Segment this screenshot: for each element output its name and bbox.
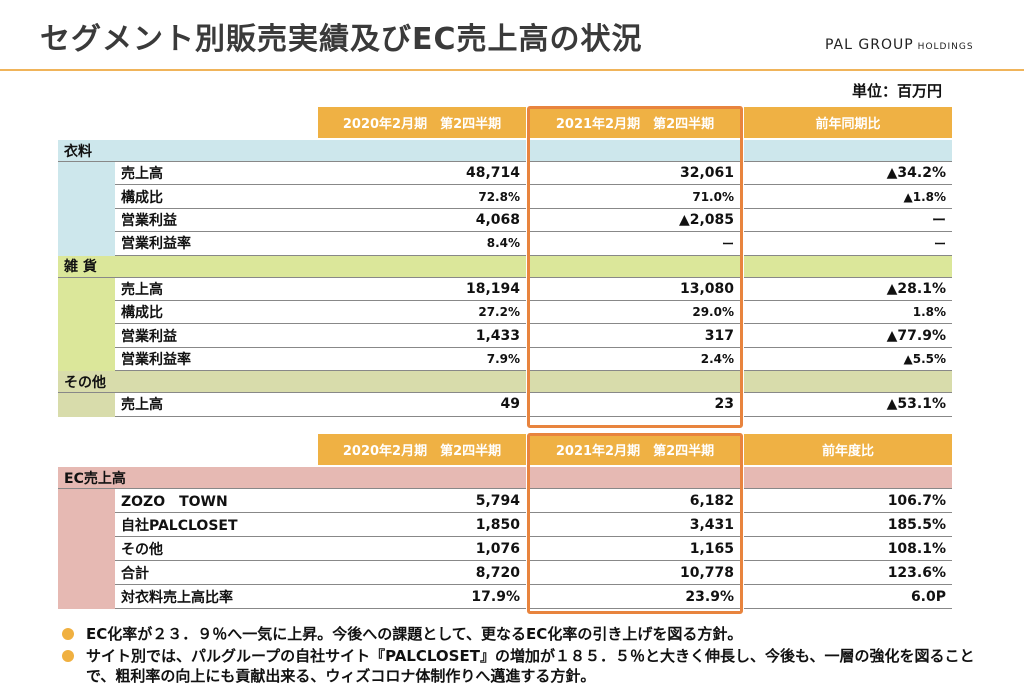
section-spacer [318,140,526,162]
value-yoy: 1.8% [744,301,952,325]
section-spacer [744,467,952,489]
section-spacer [530,255,740,278]
row-label: ZOZO TOWN [115,489,318,513]
bullet-dot-icon [62,650,74,662]
section-spacer [744,255,952,278]
page-title: セグメント別販売実績及びEC売上高の状況 [40,22,643,57]
column-header-2020: 2020年2月期 第2四半期 [318,107,526,138]
bullet-item: サイト別では、パルグループの自社サイト『PALCLOSET』の増加が１８５．５％… [62,646,1002,686]
value-2020: 1,076 [318,537,526,561]
column-header-2021: 2021年2月期 第2四半期 [530,434,740,465]
row-label: 合計 [115,561,318,585]
row-label: 売上高 [115,278,318,301]
header-divider [0,69,1024,71]
value-2020: 8,720 [318,561,526,585]
value-2021: 23 [530,393,740,417]
bullet-item: EC化率が２３．９％へ一気に上昇。今後への課題として、更なるEC化率の引き上げを… [62,624,1002,644]
highlight-2021-column [527,106,743,428]
value-2020: 72.8% [318,185,526,209]
section-label: 衣料 [58,140,318,162]
value-yoy: ▲28.1% [744,278,952,301]
value-2020: 1,433 [318,324,526,348]
section-spacer [530,467,740,489]
highlight-2021-ec-column [527,433,743,614]
value-2021: 1,165 [530,537,740,561]
value-2021: 23.9% [530,585,740,609]
section-label: EC売上高 [58,467,318,489]
bullet-list: EC化率が２３．９％へ一気に上昇。今後への課題として、更なるEC化率の引き上げを… [62,624,1002,686]
logo-sub: HOLDINGS [917,42,974,52]
section-spacer [318,255,526,278]
value-2020: 48,714 [318,162,526,186]
value-yoy: 123.6% [744,561,952,585]
column-header-2020: 2020年2月期 第2四半期 [318,434,526,465]
row-label: 売上高 [115,393,318,417]
value-2021: ▲2,085 [530,209,740,233]
row-label: 自社PALCLOSET [115,513,318,537]
value-2021: ー [530,232,740,256]
value-yoy: ▲34.2% [744,162,952,186]
value-2020: 8.4% [318,232,526,256]
value-2021: 13,080 [530,278,740,301]
value-yoy: 185.5% [744,513,952,537]
row-label: 営業利益率 [115,232,318,256]
value-2021: 32,061 [530,162,740,186]
row-label: 営業利益 [115,324,318,348]
row-label: 営業利益率 [115,348,318,372]
row-label: 構成比 [115,301,318,325]
row-label: 対衣料売上高比率 [115,585,318,609]
value-2020: 18,194 [318,278,526,301]
section-spacer [530,140,740,162]
value-2020: 5,794 [318,489,526,513]
value-yoy: ー [744,209,952,233]
value-2021: 29.0% [530,301,740,325]
value-2020: 49 [318,393,526,417]
value-2020: 17.9% [318,585,526,609]
value-yoy: ー [744,232,952,256]
column-header-yoy: 前年度比 [744,434,952,465]
value-yoy: ▲1.8% [744,185,952,209]
value-2021: 10,778 [530,561,740,585]
bullet-dot-icon [62,628,74,640]
value-2021: 3,431 [530,513,740,537]
bullet-text: EC化率が２３．９％へ一気に上昇。今後への課題として、更なるEC化率の引き上げを… [86,625,743,643]
column-header-2021: 2021年2月期 第2四半期 [530,107,740,138]
value-2021: 6,182 [530,489,740,513]
row-label: 構成比 [115,185,318,209]
value-2021: 71.0% [530,185,740,209]
value-yoy: ▲53.1% [744,393,952,417]
value-2020: 1,850 [318,513,526,537]
row-label: 売上高 [115,162,318,186]
value-2021: 317 [530,324,740,348]
company-logo: PAL GROUP HOLDINGS [825,34,974,53]
bullet-text: サイト別では、パルグループの自社サイト『PALCLOSET』の増加が１８５．５％… [86,647,975,685]
section-band [58,467,115,609]
section-label: その他 [58,371,318,394]
value-yoy: 6.0P [744,585,952,609]
value-yoy: 108.1% [744,537,952,561]
unit-label: 単位：百万円 [852,82,943,100]
row-label: その他 [115,537,318,561]
section-label: 雑 貨 [58,255,318,278]
value-2020: 7.9% [318,348,526,372]
section-spacer [530,371,740,394]
section-spacer [744,140,952,162]
section-spacer [318,371,526,394]
section-spacer [744,371,952,394]
column-header-yoy: 前年同期比 [744,107,952,138]
value-yoy: ▲5.5% [744,348,952,372]
row-label: 営業利益 [115,209,318,233]
value-2020: 4,068 [318,209,526,233]
value-yoy: 106.7% [744,489,952,513]
value-2021: 2.4% [530,348,740,372]
section-spacer [318,467,526,489]
logo-main: PAL GROUP [825,37,914,53]
slide-header: セグメント別販売実績及びEC売上高の状況 PAL GROUP HOLDINGS [0,0,1024,72]
value-2020: 27.2% [318,301,526,325]
value-yoy: ▲77.9% [744,324,952,348]
